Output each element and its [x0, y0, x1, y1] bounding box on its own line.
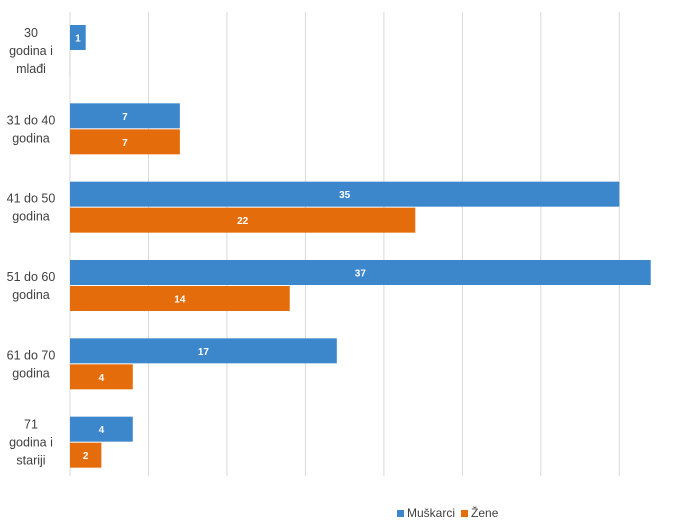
legend-swatch-muskarci: [397, 509, 404, 517]
data-label-mu-karci-2: 35: [339, 190, 351, 201]
legend-label-zene: Žene: [471, 506, 499, 520]
data-label--ene-1: 7: [122, 138, 128, 149]
category-label-3: 51 do 60 godina: [7, 270, 56, 302]
bar-mu-karci-2: [70, 181, 620, 207]
legend: Muškarci Žene: [397, 506, 504, 520]
data-label-mu-karci-0: 1: [75, 34, 81, 45]
category-label-2: 41 do 50 godina: [7, 192, 56, 224]
bar--ene-4: [70, 364, 133, 390]
data-label-mu-karci-4: 17: [198, 347, 210, 358]
data-label--ene-4: 4: [99, 373, 105, 384]
bar--ene-2: [70, 207, 416, 233]
data-label--ene-5: 2: [83, 451, 89, 462]
category-label-5: 71 godina i stariji: [9, 418, 53, 468]
bar-mu-karci-1: [70, 103, 180, 129]
gridlines: [69, 12, 620, 476]
data-label--ene-2: 22: [237, 216, 249, 227]
legend-item-zene: Žene: [461, 506, 498, 520]
category-labels: 30 godina i mlađi 31 do 40 godina 41 do 50 god…: [7, 26, 56, 468]
bar--ene-5: [70, 442, 102, 468]
legend-swatch-zene: [461, 509, 469, 517]
bar-mu-karci-0: [70, 25, 86, 50]
legend-label-muskarci: Muškarci: [407, 506, 456, 520]
data-label-mu-karci-1: 7: [122, 112, 128, 123]
data-label-mu-karci-3: 37: [355, 269, 367, 280]
category-label-4: 61 do 70 godina: [7, 348, 56, 380]
category-label-1: 31 do 40 godina: [7, 113, 56, 145]
bar--ene-1: [70, 129, 180, 155]
legend-item-muskarci: Muškarci: [397, 506, 455, 520]
bar-mu-karci-3: [70, 260, 651, 285]
data-label--ene-3: 14: [174, 295, 186, 306]
data-label-mu-karci-5: 4: [99, 425, 105, 436]
bar-mu-karci-5: [70, 416, 133, 442]
bar-mu-karci-4: [70, 338, 337, 364]
category-label-0: 30 godina i mlađi: [9, 26, 53, 76]
bar--ene-3: [70, 286, 290, 311]
